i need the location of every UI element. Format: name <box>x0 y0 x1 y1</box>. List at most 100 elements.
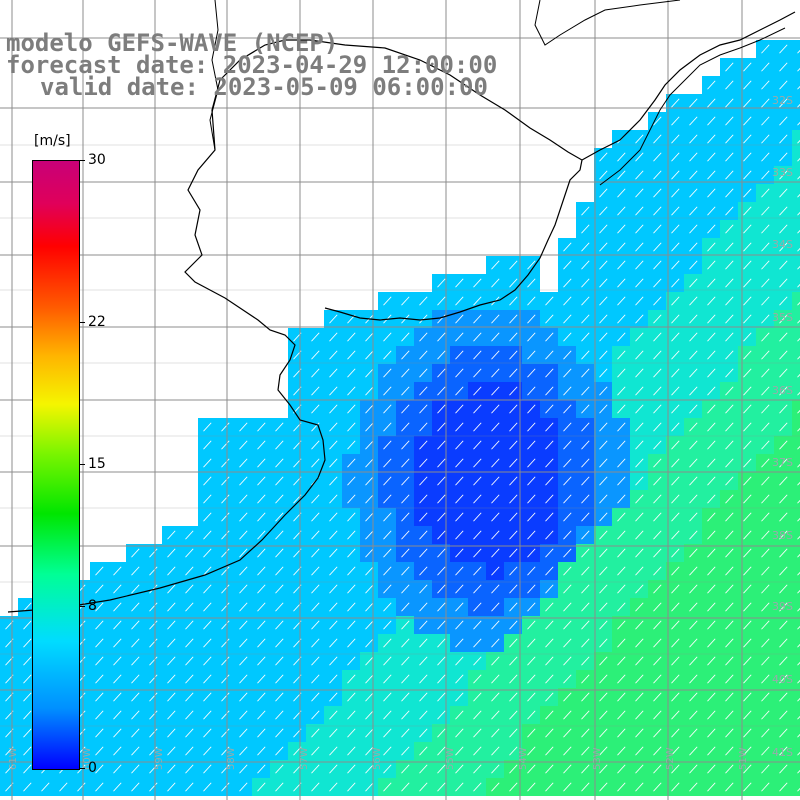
wind-arrow <box>23 782 32 792</box>
wind-arrow <box>635 602 644 612</box>
wind-arrow <box>131 548 140 558</box>
wind-arrow <box>401 494 410 504</box>
wind-arrow <box>707 440 716 450</box>
wind-arrow <box>527 782 536 792</box>
wind-arrow <box>437 476 446 486</box>
wind-arrow <box>257 746 266 756</box>
wind-arrow <box>689 566 698 576</box>
wind-arrow <box>563 422 572 432</box>
wind-arrow <box>365 350 374 360</box>
wind-arrow <box>131 710 140 720</box>
wind-arrow <box>689 314 698 324</box>
wind-arrow <box>221 476 230 486</box>
wind-arrow <box>725 116 734 126</box>
wind-arrow <box>743 566 752 576</box>
wind-arrow <box>797 355 800 360</box>
field-cell <box>792 418 800 436</box>
wind-arrow <box>365 566 374 576</box>
wind-arrow <box>203 638 212 648</box>
wind-arrow <box>563 656 572 666</box>
wind-arrow <box>761 440 770 450</box>
field-cell <box>792 130 800 148</box>
wind-arrow <box>725 404 734 414</box>
wind-arrow <box>635 566 644 576</box>
wind-arrow <box>599 728 608 738</box>
wind-arrow <box>455 368 464 378</box>
wind-arrow <box>401 548 410 558</box>
wind-arrow <box>383 638 392 648</box>
wind-arrow <box>275 656 284 666</box>
wind-arrow <box>347 656 356 666</box>
wind-arrow <box>329 764 338 774</box>
coastline-path <box>7 39 583 613</box>
wind-arrow <box>365 512 374 522</box>
wind-arrow <box>581 404 590 414</box>
lon-label: 61W <box>8 747 19 770</box>
wind-arrow <box>671 278 680 288</box>
wind-arrow <box>707 206 716 216</box>
wind-arrow <box>365 440 374 450</box>
wind-arrow <box>707 116 716 126</box>
wind-arrow <box>743 692 752 702</box>
wind-arrow <box>689 620 698 630</box>
wind-arrow <box>545 656 554 666</box>
wind-arrow <box>761 368 770 378</box>
wind-arrow <box>347 638 356 648</box>
wind-arrow <box>797 679 800 684</box>
wind-arrow <box>725 638 734 648</box>
wind-arrow <box>455 512 464 522</box>
wind-arrow <box>365 548 374 558</box>
wind-arrow <box>419 782 428 792</box>
wind-arrow <box>509 368 518 378</box>
wind-arrow <box>581 278 590 288</box>
wind-arrow <box>725 170 734 180</box>
wind-arrow <box>527 404 536 414</box>
wind-arrow <box>527 332 536 342</box>
wind-arrow <box>581 566 590 576</box>
wind-arrow <box>329 584 338 594</box>
wind-arrow <box>275 710 284 720</box>
wind-arrow <box>311 692 320 702</box>
wind-arrow <box>743 368 752 378</box>
wind-arrow <box>707 332 716 342</box>
wind-arrow <box>545 440 554 450</box>
wind-arrow <box>167 782 176 792</box>
wind-arrow <box>707 260 716 270</box>
wind-arrow <box>347 746 356 756</box>
field-cell <box>792 562 800 580</box>
wind-arrow <box>311 674 320 684</box>
wind-arrow <box>239 512 248 522</box>
wind-arrow <box>797 499 800 504</box>
wind-arrow <box>167 710 176 720</box>
wind-arrow <box>95 638 104 648</box>
wind-arrow <box>707 152 716 162</box>
wind-arrow <box>311 602 320 612</box>
colorbar-tick-label: 0 <box>88 760 97 776</box>
wind-arrow <box>581 530 590 540</box>
wind-arrow <box>473 782 482 792</box>
wind-arrow <box>311 332 320 342</box>
wind-arrow <box>347 620 356 630</box>
wind-arrow <box>275 782 284 792</box>
wind-arrow <box>275 548 284 558</box>
wind-arrow <box>779 620 788 630</box>
wind-arrow <box>491 530 500 540</box>
wind-arrow <box>509 764 518 774</box>
wind-arrow <box>275 620 284 630</box>
wind-arrow <box>779 98 788 108</box>
wind-arrow <box>653 206 662 216</box>
wind-arrow <box>779 404 788 414</box>
wind-arrow <box>779 602 788 612</box>
wind-arrow <box>509 674 518 684</box>
longitude-labels: 61W 60W 59W 58W 57W 56W 55W 54W 53W 52W 51W <box>8 747 749 770</box>
wind-arrow <box>527 422 536 432</box>
wind-arrow <box>797 67 800 72</box>
wind-arrow <box>437 458 446 468</box>
wind-arrow <box>545 710 554 720</box>
wind-arrow <box>707 638 716 648</box>
wind-arrow <box>635 728 644 738</box>
wind-arrow <box>599 548 608 558</box>
wind-arrow <box>617 368 626 378</box>
wind-arrow <box>743 62 752 72</box>
field-cell <box>792 346 800 364</box>
